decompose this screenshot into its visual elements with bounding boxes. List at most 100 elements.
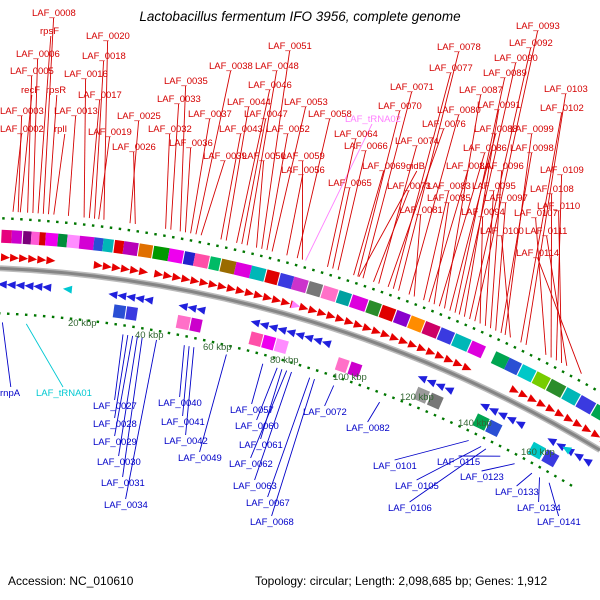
gene-label-forward[interactable]: LAF_0071 bbox=[390, 82, 434, 93]
gene-arrow[interactable] bbox=[426, 379, 437, 388]
gene-label-reverse[interactable]: LAF_0031 bbox=[101, 478, 145, 489]
gene-box[interactable] bbox=[189, 317, 203, 333]
gene-box[interactable] bbox=[531, 371, 551, 390]
gene-arrow[interactable] bbox=[153, 269, 164, 278]
gene-box[interactable] bbox=[125, 306, 138, 321]
gene-label-forward[interactable]: LAF_0050 bbox=[242, 151, 286, 162]
gene-box[interactable] bbox=[320, 285, 339, 303]
gene-box[interactable] bbox=[11, 230, 23, 244]
gene-box[interactable] bbox=[421, 321, 441, 339]
gene-label-forward[interactable]: LAF_0033 bbox=[157, 94, 201, 105]
gene-label-reverse[interactable]: LAF_0034 bbox=[104, 500, 148, 511]
gene-box[interactable] bbox=[261, 334, 277, 351]
gene-arrow[interactable] bbox=[143, 296, 154, 305]
gene-label-forward[interactable]: LAF_0074 bbox=[395, 136, 439, 147]
gene-arrow[interactable] bbox=[199, 278, 209, 286]
gene-arrow[interactable] bbox=[235, 286, 245, 294]
gene-box[interactable] bbox=[38, 232, 46, 246]
gene-arrow[interactable] bbox=[316, 308, 327, 316]
gene-label-forward[interactable]: LAF_0019 bbox=[88, 127, 132, 138]
gene-box[interactable] bbox=[249, 265, 267, 282]
gene-arrow[interactable] bbox=[62, 285, 73, 294]
gene-label-forward[interactable]: LAF_0096 bbox=[480, 161, 524, 172]
gene-arrow[interactable] bbox=[129, 265, 140, 274]
gene-label-forward[interactable]: LAF_0036 bbox=[169, 138, 213, 149]
gene-box[interactable] bbox=[485, 419, 503, 438]
gene-label-forward[interactable]: LAF_0056 bbox=[281, 165, 325, 176]
gene-box[interactable] bbox=[66, 234, 80, 249]
gene-arrow[interactable] bbox=[527, 394, 537, 402]
gene-label-reverse[interactable]: LAF_0061 bbox=[239, 440, 283, 451]
gene-arrow[interactable] bbox=[434, 351, 445, 359]
gene-arrow[interactable] bbox=[509, 385, 519, 393]
gene-box[interactable] bbox=[517, 364, 537, 383]
gene-box[interactable] bbox=[233, 261, 253, 279]
gene-arrow[interactable] bbox=[325, 311, 336, 319]
gene-label-forward[interactable]: LAF_0064 bbox=[334, 129, 378, 140]
gene-box[interactable] bbox=[1, 229, 12, 244]
gene-box[interactable] bbox=[527, 441, 546, 460]
gene-arrow[interactable] bbox=[189, 276, 200, 285]
gene-label-forward[interactable]: LAF_0088 bbox=[474, 124, 518, 135]
gene-label-reverse[interactable]: LAF_0105 bbox=[395, 481, 439, 492]
gene-label-forward[interactable]: LAF_0103 bbox=[544, 84, 588, 95]
gene-box[interactable] bbox=[122, 241, 139, 257]
gene-arrow[interactable] bbox=[108, 291, 118, 300]
gene-arrow[interactable] bbox=[290, 300, 301, 309]
gene-arrow[interactable] bbox=[556, 443, 567, 452]
gene-label-forward[interactable]: LAF_0052 bbox=[266, 124, 310, 135]
gene-label-forward[interactable]: LAF_0003 bbox=[0, 106, 44, 117]
gene-label-forward[interactable]: LAF_0032 bbox=[148, 124, 192, 135]
gene-label-forward[interactable]: LAF_0098 bbox=[510, 143, 554, 154]
gene-label-forward[interactable]: LAF_0059 bbox=[281, 151, 325, 162]
gene-label-forward[interactable]: rpsF bbox=[40, 26, 59, 37]
gene-arrow[interactable] bbox=[547, 438, 558, 447]
gene-label-forward[interactable]: LAF_0091 bbox=[477, 100, 521, 111]
gene-arrow[interactable] bbox=[562, 446, 573, 455]
gene-label-reverse[interactable]: LAF_0072 bbox=[303, 407, 347, 418]
gene-label-forward[interactable]: LAF_0020 bbox=[86, 31, 130, 42]
gene-arrow[interactable] bbox=[389, 333, 399, 341]
gene-label-reverse[interactable]: LAF_0068 bbox=[250, 517, 294, 528]
gene-label-reverse[interactable]: rnpA bbox=[0, 388, 21, 399]
gene-arrow[interactable] bbox=[461, 362, 472, 371]
gene-label-reverse[interactable]: LAF_0082 bbox=[346, 423, 390, 434]
gene-box[interactable] bbox=[365, 300, 382, 317]
gene-arrow[interactable] bbox=[443, 354, 454, 363]
gene-arrow[interactable] bbox=[362, 323, 372, 331]
gene-arrow[interactable] bbox=[120, 264, 131, 273]
gene-label-reverse[interactable]: LAF_0133 bbox=[495, 487, 539, 498]
gene-label-forward[interactable]: LAF_0108 bbox=[530, 184, 574, 195]
gene-arrow[interactable] bbox=[581, 424, 592, 433]
gene-label-reverse[interactable]: LAF_0115 bbox=[437, 457, 480, 468]
gene-arrow[interactable] bbox=[321, 340, 332, 349]
gene-arrow[interactable] bbox=[554, 408, 565, 417]
gene-box[interactable] bbox=[182, 251, 196, 266]
gene-label-forward[interactable]: LAF_0069 bbox=[362, 161, 406, 172]
gene-box[interactable] bbox=[137, 243, 154, 259]
gene-arrow[interactable] bbox=[138, 267, 149, 276]
gene-label-forward[interactable]: LAF_0078 bbox=[437, 42, 481, 53]
gene-box[interactable] bbox=[30, 231, 40, 246]
gene-box[interactable] bbox=[541, 449, 560, 468]
gene-arrow[interactable] bbox=[253, 290, 263, 299]
gene-arrow[interactable] bbox=[416, 343, 427, 352]
gene-box[interactable] bbox=[192, 253, 210, 269]
gene-arrow[interactable] bbox=[536, 399, 546, 407]
gene-arrow[interactable] bbox=[417, 376, 428, 384]
gene-arrow[interactable] bbox=[506, 416, 517, 425]
gene-label-forward[interactable]: LAF_0058 bbox=[308, 109, 352, 120]
gene-label-forward[interactable]: LAF_0099 bbox=[510, 124, 554, 135]
gene-arrow[interactable] bbox=[277, 327, 288, 335]
gene-label-reverse[interactable]: LAF_0049 bbox=[178, 453, 222, 464]
gene-arrow[interactable] bbox=[18, 254, 29, 263]
gene-label-forward[interactable]: LAF_tRNA02 bbox=[345, 114, 401, 125]
gene-label-forward[interactable]: LAF_0083 bbox=[427, 181, 471, 192]
gene-box[interactable] bbox=[545, 378, 567, 398]
gene-label-forward[interactable]: LAF_0008 bbox=[32, 8, 76, 19]
gene-label-reverse[interactable]: LAF_0028 bbox=[93, 419, 137, 430]
gene-arrow[interactable] bbox=[518, 389, 528, 398]
gene-arrow[interactable] bbox=[126, 293, 136, 302]
gene-arrow[interactable] bbox=[515, 421, 526, 430]
gene-box[interactable] bbox=[152, 245, 170, 262]
